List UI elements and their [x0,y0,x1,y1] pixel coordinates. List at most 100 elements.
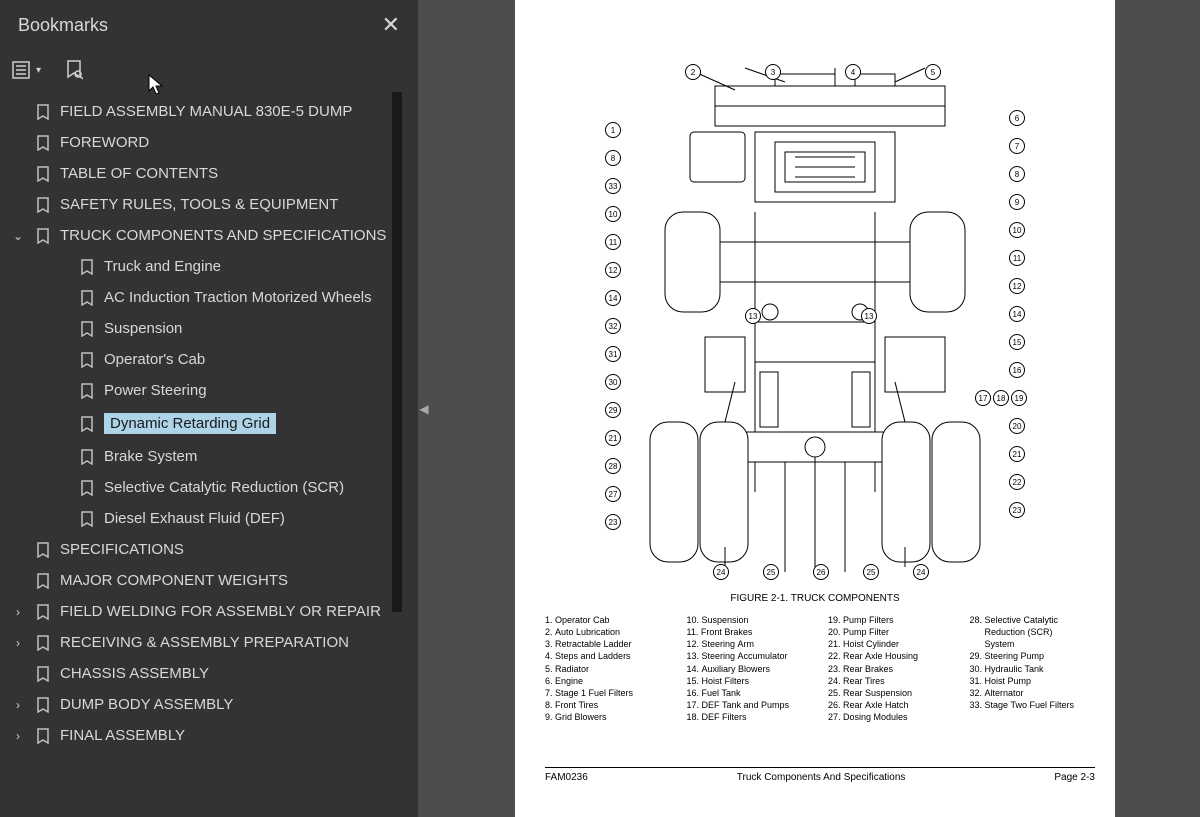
expand-chevron-icon[interactable]: ⌄ [10,229,26,243]
legend-entry: 19. Pump Filters [828,614,954,626]
collapse-handle-icon[interactable]: ◀ [419,402,428,416]
bookmark-item[interactable]: ·AC Induction Traction Motorized Wheels [0,282,418,313]
callout-11: 11 [1009,250,1025,266]
bookmark-label: AC Induction Traction Motorized Wheels [104,289,372,306]
callout-25: 25 [863,564,879,580]
legend-entry: 17. DEF Tank and Pumps [687,699,813,711]
bookmark-label: Power Steering [104,382,207,399]
legend-entry: 4. Steps and Ladders [545,650,671,662]
bookmark-item[interactable]: ·Power Steering [0,375,418,406]
scrollbar-thumb[interactable] [392,92,402,612]
footer-page: Page 2-3 [1054,772,1095,783]
legend-entry: 2. Auto Lubrication [545,626,671,638]
bookmark-label: FINAL ASSEMBLY [60,727,185,744]
callout-21: 21 [605,430,621,446]
bookmark-label: FIELD ASSEMBLY MANUAL 830E-5 DUMP [60,103,352,120]
legend-entry: 22. Rear Axle Housing [828,650,954,662]
bookmark-icon [36,166,50,182]
page-footer: FAM0236 Truck Components And Specificati… [545,767,1095,783]
bookmark-icon [36,197,50,213]
bookmark-item[interactable]: ·Operator's Cab [0,344,418,375]
bookmark-item[interactable]: ›FIELD WELDING FOR ASSEMBLY OR REPAIR [0,596,418,627]
find-bookmark-button[interactable] [65,60,83,80]
bookmark-label: Selective Catalytic Reduction (SCR) [104,479,344,496]
bookmark-item[interactable]: ·Truck and Engine [0,251,418,282]
bookmark-label: Diesel Exhaust Fluid (DEF) [104,510,285,527]
bookmark-item[interactable]: ·MAJOR COMPONENT WEIGHTS [0,565,418,596]
callout-24: 24 [913,564,929,580]
callout-28: 28 [605,458,621,474]
bookmark-icon [80,511,94,527]
close-icon[interactable]: ✕ [382,12,400,38]
footer-docid: FAM0236 [545,772,588,783]
expand-chevron-icon[interactable]: › [10,698,26,712]
bookmark-item[interactable]: ·Brake System [0,441,418,472]
bookmark-item[interactable]: ›RECEIVING & ASSEMBLY PREPARATION [0,627,418,658]
bookmark-icon [80,352,94,368]
bookmark-item[interactable]: ·Suspension [0,313,418,344]
callout-22: 22 [1009,474,1025,490]
bookmark-item[interactable]: ·SAFETY RULES, TOOLS & EQUIPMENT [0,189,418,220]
expand-chevron-icon[interactable]: › [10,729,26,743]
bookmark-item[interactable]: ⌄TRUCK COMPONENTS AND SPECIFICATIONS [0,220,418,251]
bookmark-item[interactable]: ·FOREWORD [0,127,418,158]
callout-20: 20 [1009,418,1025,434]
truck-diagram: 1833101112143231302921282723678910111214… [595,62,1035,582]
document-viewport[interactable]: 1833101112143231302921282723678910111214… [430,0,1200,817]
bookmark-icon [80,321,94,337]
outline-options-button[interactable]: ▾ [12,61,41,79]
bookmark-item[interactable]: › FINAL ASSEMBLY [0,720,418,751]
bookmark-icon [36,635,50,651]
bookmark-item[interactable]: ·SPECIFICATIONS [0,534,418,565]
callout-23: 23 [1009,502,1025,518]
callout-32: 32 [605,318,621,334]
component-legend: 1. Operator Cab2. Auto Lubrication3. Ret… [545,614,1095,723]
bookmarks-panel: Bookmarks ✕ ▾ ·FIELD ASSEMBLY MANUAL 830… [0,0,418,817]
legend-column: 19. Pump Filters20. Pump Filter21. Hoist… [828,614,954,723]
panel-collapse-gutter[interactable]: ◀ [418,0,430,817]
callout-26: 26 [813,564,829,580]
legend-entry: 26. Rear Axle Hatch [828,699,954,711]
bookmark-label: Brake System [104,448,197,465]
bookmark-item[interactable]: ·Dynamic Retarding Grid [0,406,418,441]
bookmark-icon [36,728,50,744]
legend-entry: 6. Engine [545,675,671,687]
callout-3: 3 [765,64,781,80]
bookmark-item[interactable]: ·TABLE OF CONTENTS [0,158,418,189]
legend-entry: 32. Alternator [970,687,1096,699]
legend-entry: 23. Rear Brakes [828,663,954,675]
bookmark-icon [36,542,50,558]
legend-entry: 13. Steering Accumulator [687,650,813,662]
bookmark-item[interactable]: ·Diesel Exhaust Fluid (DEF) [0,503,418,534]
legend-entry: System [970,638,1096,650]
callout-10: 10 [605,206,621,222]
expand-chevron-icon[interactable]: › [10,636,26,650]
bookmark-label: SAFETY RULES, TOOLS & EQUIPMENT [60,196,338,213]
callout-14: 14 [1009,306,1025,322]
bookmark-icon [36,228,50,244]
bookmark-icon [36,573,50,589]
legend-entry: 28. Selective Catalytic [970,614,1096,626]
bookmark-label: Suspension [104,320,182,337]
legend-entry: Reduction (SCR) [970,626,1096,638]
legend-entry: 10. Suspension [687,614,813,626]
legend-entry: 3. Retractable Ladder [545,638,671,650]
expand-chevron-icon[interactable]: › [10,605,26,619]
bookmark-icon [80,259,94,275]
bookmark-item[interactable]: ·FIELD ASSEMBLY MANUAL 830E-5 DUMP [0,96,418,127]
bookmark-item[interactable]: ·CHASSIS ASSEMBLY [0,658,418,689]
callout-4: 4 [845,64,861,80]
pdf-page: 1833101112143231302921282723678910111214… [515,0,1115,817]
callout-21: 21 [1009,446,1025,462]
bookmark-label: MAJOR COMPONENT WEIGHTS [60,572,288,589]
bookmark-icon [36,104,50,120]
bookmark-icon [80,290,94,306]
bookmarks-tree[interactable]: ·FIELD ASSEMBLY MANUAL 830E-5 DUMP·FOREW… [0,96,418,817]
bookmark-label: DUMP BODY ASSEMBLY [60,696,233,713]
bookmark-label: CHASSIS ASSEMBLY [60,665,209,682]
bookmark-item[interactable]: ·Selective Catalytic Reduction (SCR) [0,472,418,503]
bookmark-icon [36,697,50,713]
callout-7: 7 [1009,138,1025,154]
bookmark-item[interactable]: › DUMP BODY ASSEMBLY [0,689,418,720]
callout-9: 9 [1009,194,1025,210]
